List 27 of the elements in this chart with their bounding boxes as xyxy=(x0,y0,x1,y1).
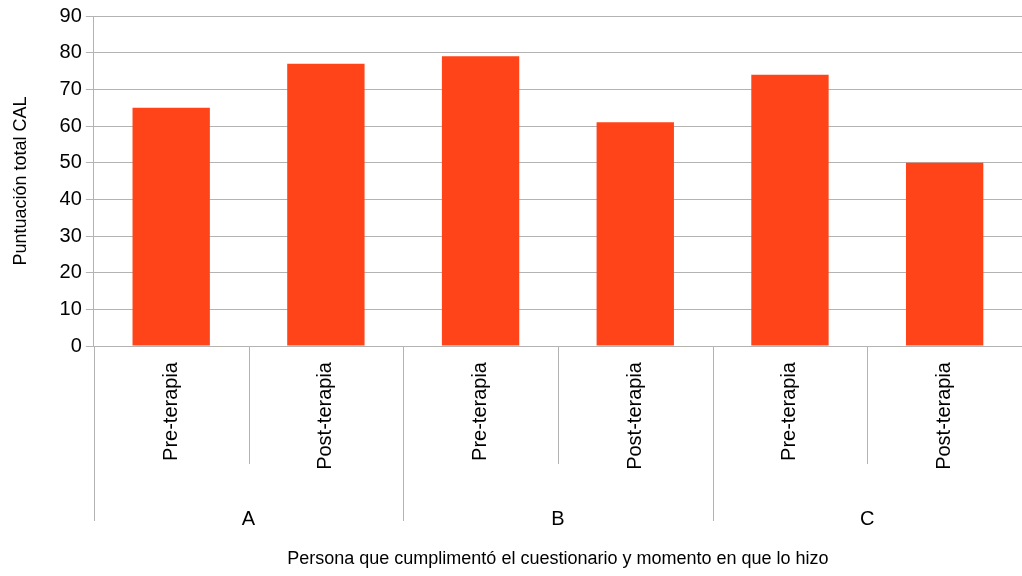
bar xyxy=(596,122,674,346)
text: B xyxy=(551,506,565,529)
text: C xyxy=(860,506,875,529)
y-tick-label: 60 xyxy=(59,113,82,136)
y-tick-label: 50 xyxy=(59,150,82,173)
x-tick-label: Pre-terapia xyxy=(777,361,800,461)
x-tick-label: Pre-terapia xyxy=(468,361,491,461)
y-tick-label: 20 xyxy=(59,260,82,283)
y-tick-label: 40 xyxy=(59,186,82,209)
bar xyxy=(287,63,365,346)
bar xyxy=(751,74,829,346)
bar xyxy=(132,107,210,346)
x-tick-label: Pre-terapia xyxy=(158,361,181,461)
text: A xyxy=(241,506,256,529)
x-axis-title: Persona que cumplimentó el cuestionario y momento en que lo hizo xyxy=(287,548,829,569)
y-tick-label: 0 xyxy=(70,333,82,356)
y-tick-label: 80 xyxy=(59,40,82,63)
y-tick-label: 90 xyxy=(59,3,82,26)
x-tick-label: Post-terapia xyxy=(622,361,645,470)
y-tick-label: 70 xyxy=(59,76,82,99)
bar xyxy=(441,56,520,346)
x-tick-label: Post-terapia xyxy=(313,361,336,470)
y-tick-label: 10 xyxy=(59,296,82,319)
x-tick-label: Post-terapia xyxy=(932,361,955,470)
y-tick-label: 30 xyxy=(59,223,82,246)
bar xyxy=(905,162,984,346)
y-axis-title: Puntuación total CAL xyxy=(9,96,30,266)
